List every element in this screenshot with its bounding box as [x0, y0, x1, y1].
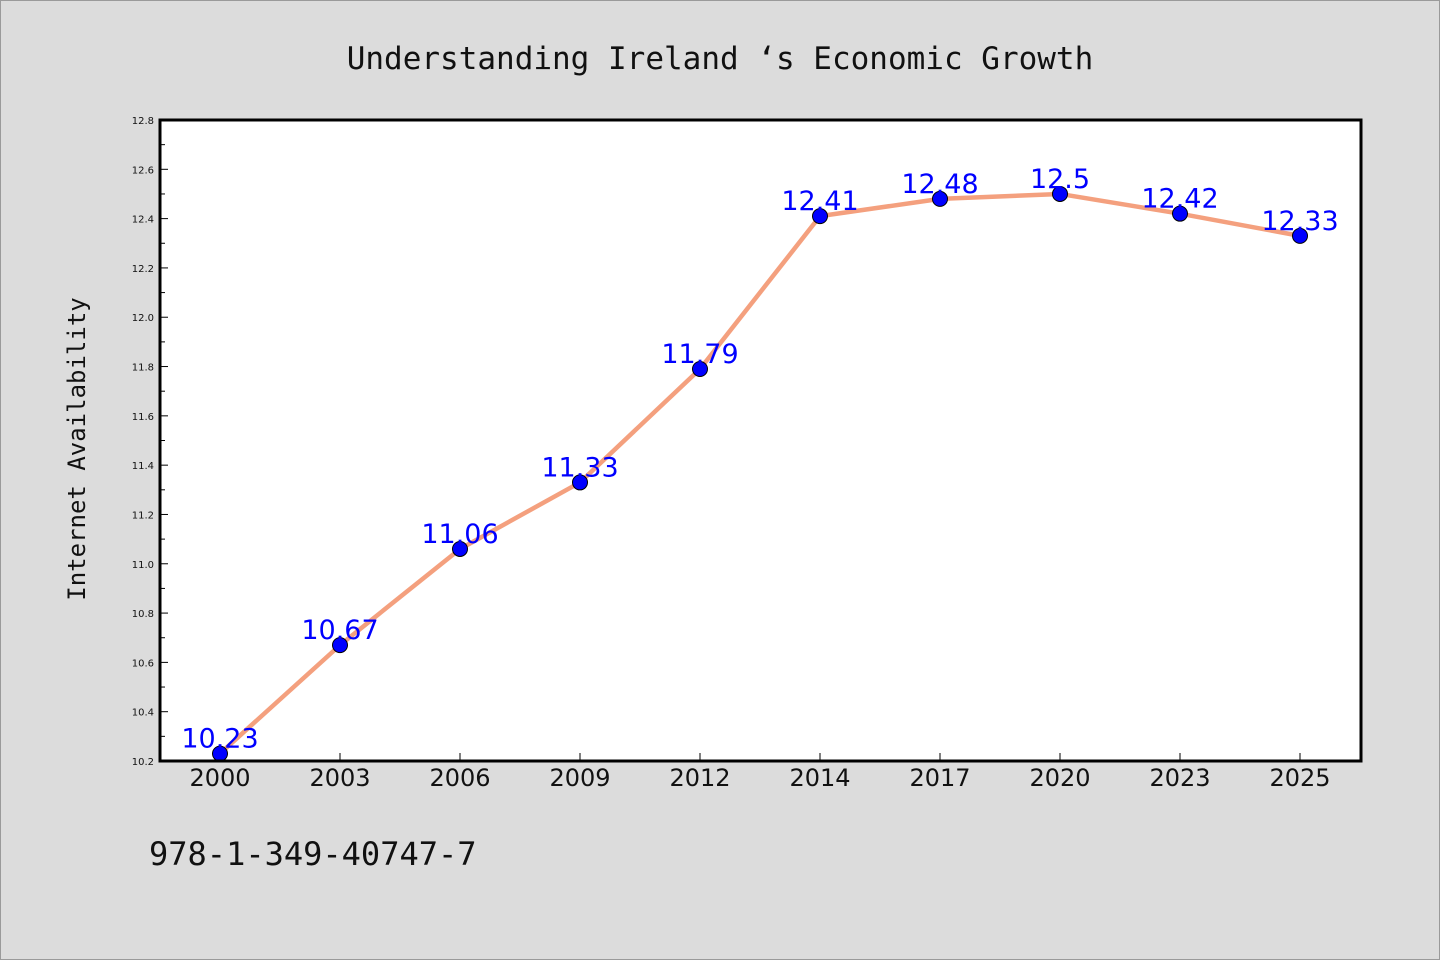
data-point-marker [812, 208, 828, 225]
y-tick-label: 11.4 [132, 461, 154, 472]
data-point-marker [1292, 227, 1308, 244]
data-point-label: 12.48 [901, 169, 978, 200]
data-point-marker [572, 474, 588, 491]
y-tick-label: 12.4 [132, 215, 154, 226]
y-tick-label: 10.6 [132, 658, 154, 669]
data-point-marker [932, 190, 948, 207]
y-tick-label: 11.6 [132, 412, 154, 423]
x-tick-label: 2000 [189, 764, 250, 792]
series-line [217, 191, 1303, 756]
x-tick-label: 2006 [429, 764, 490, 792]
x-tick-label: 2014 [789, 764, 850, 792]
y-tick-label: 11.8 [132, 363, 154, 374]
plot-area [160, 120, 1361, 761]
data-point-label: 12.42 [1141, 184, 1218, 215]
data-point-label: 11.06 [421, 519, 498, 550]
data-point-marker [332, 637, 348, 654]
data-point-label: 10.23 [181, 724, 258, 755]
plot-frame [158, 118, 1363, 763]
x-tick-label: 2003 [309, 764, 370, 792]
x-tick-label: 2023 [1149, 764, 1210, 792]
data-point-marker [1172, 205, 1188, 222]
x-tick-label: 2009 [549, 764, 610, 792]
data-point-marker [692, 361, 708, 378]
x-tick-label: 2025 [1269, 764, 1330, 792]
y-tick-label: 11.0 [132, 560, 154, 571]
data-labels: 10.23 10.67 11.06 11.33 11.79 12.41 12.48 12.5 1… [181, 164, 1338, 755]
x-tick-label: 2017 [909, 764, 970, 792]
data-point-label: 11.33 [541, 452, 618, 483]
data-point-label: 11.79 [661, 339, 738, 370]
data-point-label: 12.5 [1030, 164, 1090, 195]
data-point-marker [1052, 185, 1068, 202]
x-axis-ticks: 2000 2003 2006 2009 2012 2014 2017 2020 2023 2025 [189, 753, 1331, 792]
y-axis-label: Internet Availability [63, 297, 91, 600]
data-point-label: 12.41 [781, 186, 858, 217]
y-tick-label: 12.2 [132, 264, 154, 275]
y-tick-label: 12.0 [132, 313, 154, 324]
y-tick-label: 10.8 [132, 609, 154, 620]
footnote-isbn: 978-1-349-40747-7 [149, 835, 477, 873]
y-tick-label: 12.8 [132, 116, 154, 127]
data-markers [212, 185, 1308, 762]
x-tick-label: 2012 [669, 764, 730, 792]
y-tick-label: 10.4 [132, 708, 154, 719]
y-tick-label: 10.2 [132, 757, 154, 768]
x-tick-label: 2020 [1029, 764, 1090, 792]
data-point-label: 12.33 [1261, 206, 1338, 237]
data-point-marker [452, 540, 468, 557]
y-tick-label: 12.6 [132, 165, 154, 176]
data-point-label: 10.67 [301, 615, 378, 646]
chart-title: Understanding Ireland ‘s Economic Growth [347, 41, 1094, 77]
y-tick-label: 11.2 [132, 510, 154, 521]
